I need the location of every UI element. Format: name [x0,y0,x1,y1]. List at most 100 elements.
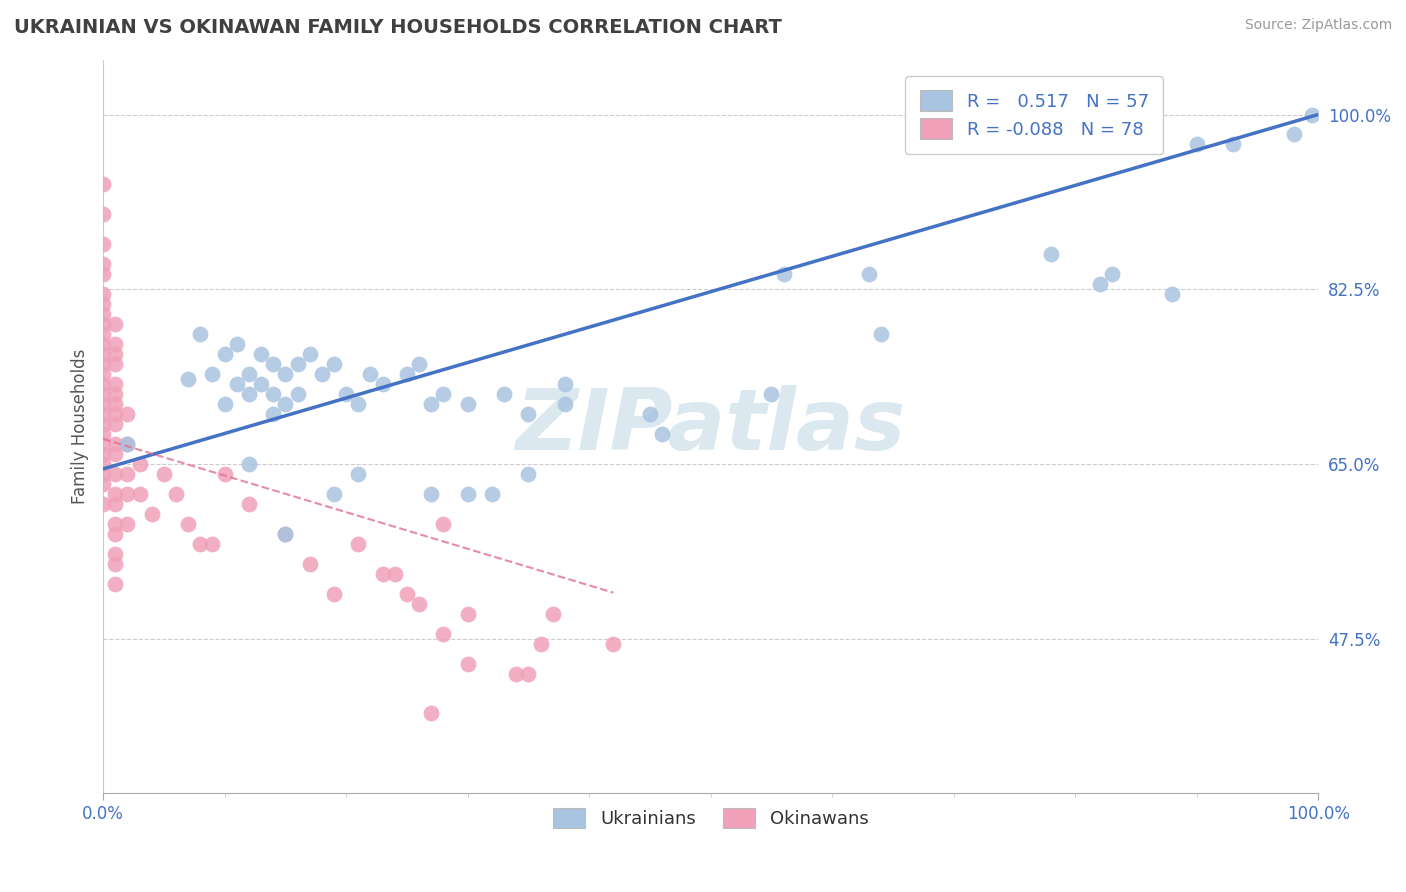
Point [457,657,479,671]
Point [335,387,357,401]
Point [104,407,127,421]
Point [541,607,564,621]
Point [214,397,236,411]
Point [153,467,176,481]
Point [408,597,430,611]
Point [91,178,114,192]
Point [1101,267,1123,281]
Point [91,437,114,451]
Point [420,487,443,501]
Point [91,476,114,491]
Text: ZIPatlas: ZIPatlas [516,385,905,468]
Point [117,516,139,531]
Point [91,447,114,461]
Point [104,317,127,331]
Point [91,427,114,442]
Point [91,467,114,481]
Point [772,267,794,281]
Point [517,666,540,681]
Point [481,487,503,501]
Point [91,387,114,401]
Point [91,337,114,351]
Point [274,397,297,411]
Point [238,367,260,381]
Point [323,357,346,371]
Point [225,377,247,392]
Point [250,347,273,361]
Point [104,437,127,451]
Point [104,557,127,571]
Point [274,367,297,381]
Point [761,387,783,401]
Point [323,587,346,601]
Point [371,377,394,392]
Point [457,607,479,621]
Point [517,467,540,481]
Point [347,397,370,411]
Point [420,706,443,721]
Point [250,377,273,392]
Point [432,387,454,401]
Point [1039,247,1062,261]
Point [554,377,576,392]
Point [91,497,114,511]
Point [91,207,114,221]
Point [91,407,114,421]
Point [287,357,309,371]
Point [91,397,114,411]
Point [1185,137,1208,152]
Point [104,347,127,361]
Point [638,407,661,421]
Point [869,327,891,342]
Point [91,237,114,252]
Point [177,516,200,531]
Point [104,417,127,431]
Point [91,307,114,321]
Point [371,566,394,581]
Point [91,297,114,311]
Point [104,357,127,371]
Point [457,487,479,501]
Point [1301,107,1323,121]
Point [117,407,139,421]
Point [311,367,333,381]
Point [91,457,114,471]
Point [201,367,224,381]
Point [238,387,260,401]
Point [117,467,139,481]
Point [517,407,540,421]
Point [91,377,114,392]
Point [117,487,139,501]
Point [91,327,114,342]
Point [457,397,479,411]
Point [214,347,236,361]
Point [141,507,163,521]
Point [298,557,321,571]
Point [347,467,370,481]
Point [408,357,430,371]
Point [287,387,309,401]
Point [104,447,127,461]
Point [384,566,406,581]
Point [91,287,114,301]
Point [117,437,139,451]
Point [1088,277,1111,292]
Point [201,537,224,551]
Point [104,547,127,561]
Point [104,497,127,511]
Point [117,437,139,451]
Point [1161,287,1184,301]
Legend: Ukrainians, Okinawans: Ukrainians, Okinawans [546,800,876,836]
Point [395,367,418,381]
Text: Source: ZipAtlas.com: Source: ZipAtlas.com [1244,18,1392,32]
Point [274,526,297,541]
Point [214,467,236,481]
Point [529,637,551,651]
Point [104,377,127,392]
Point [104,387,127,401]
Point [91,347,114,361]
Point [104,516,127,531]
Point [554,397,576,411]
Point [104,467,127,481]
Point [238,457,260,471]
